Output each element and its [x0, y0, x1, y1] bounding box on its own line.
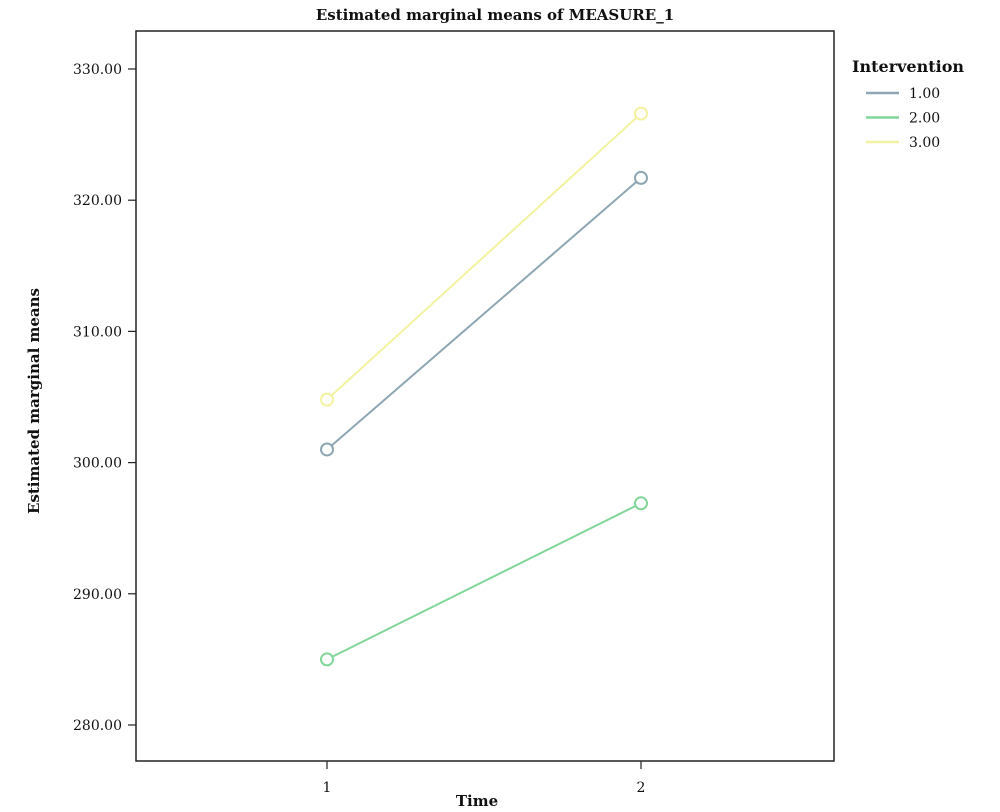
x-tick-label: 2: [637, 780, 646, 796]
plot-frame: [135, 30, 835, 762]
series-point: [320, 652, 334, 667]
y-tick-label: 310.00: [73, 324, 122, 340]
y-axis: 280.00 290.00 300.00 310.00 320.00 330.00: [73, 62, 136, 734]
y-tick-label: 320.00: [73, 193, 122, 209]
series-point: [634, 496, 648, 511]
x-tick-label: 1: [323, 780, 332, 796]
series-point: [320, 442, 334, 457]
y-tick-label: 280.00: [73, 718, 122, 734]
series-point: [634, 170, 648, 185]
y-tick-label: 330.00: [73, 62, 122, 78]
legend-item-label: 3.00: [909, 135, 940, 151]
series-layer: [320, 106, 648, 667]
legend: Intervention 1.00 2.00 3.00: [852, 57, 964, 151]
legend-title: Intervention: [852, 57, 964, 76]
series-line: [326, 177, 642, 451]
series-line: [326, 502, 642, 661]
y-tick-label: 300.00: [73, 456, 122, 472]
series-line: [326, 112, 642, 401]
series-point: [634, 106, 648, 121]
x-axis-label: Time: [456, 792, 498, 810]
chart-title: Estimated marginal means of MEASURE_1: [316, 6, 674, 24]
series-point: [320, 392, 334, 407]
legend-item-label: 1.00: [909, 86, 940, 102]
y-tick-label: 290.00: [73, 587, 122, 603]
legend-item-label: 2.00: [909, 111, 940, 127]
y-axis-label: Estimated marginal means: [25, 288, 43, 514]
